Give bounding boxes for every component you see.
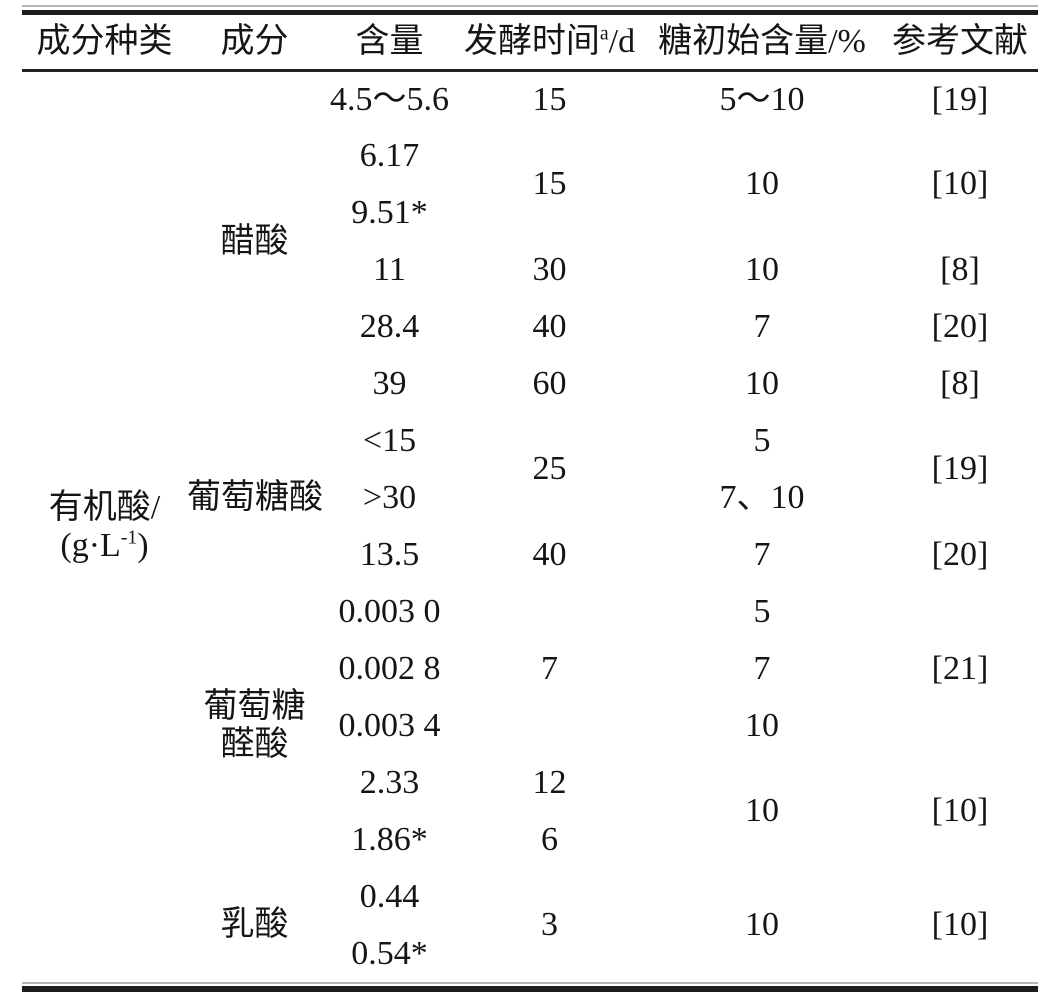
cell-reference: [21]: [931, 649, 989, 687]
cell-content: 13.5: [359, 535, 420, 573]
category-name: 有机酸/: [48, 489, 161, 527]
header-fermentation-time-footnote-marker: a: [599, 22, 609, 45]
cell-sugar: 5: [753, 421, 771, 459]
table-row: 9.51*: [22, 184, 1038, 241]
table-row: 0.003 4 10: [22, 697, 1038, 754]
composition-table: 成分种类 成分 含量 发酵时间a/d 糖初始含量/% 参考文献 有机酸/(g·L…: [22, 0, 1038, 992]
cell-component-acetic-acid: 醋酸: [220, 223, 289, 261]
table-row: >30 7、10: [22, 469, 1038, 526]
table-row: 葡萄糖酸 <15 25 5 [19]: [22, 412, 1038, 516]
category-unit-close: ): [137, 526, 149, 564]
cell-sugar: 5: [753, 592, 771, 630]
table-row: 6.17 15 10 [10]: [22, 127, 1038, 203]
header-reference: 参考文献: [892, 23, 1028, 61]
category-unit: (g·L: [60, 526, 121, 564]
cell-sugar: 10: [745, 250, 779, 288]
cell-content: 28.4: [359, 307, 420, 345]
table-row: 0.54*: [22, 925, 1038, 982]
category-unit-exponent: -1: [120, 526, 138, 549]
cell-content: >30: [362, 478, 417, 516]
header-fermentation-time-text: 发酵时间: [463, 23, 600, 61]
cell-reference: [10]: [931, 792, 989, 830]
header-fermentation-time: 发酵时间a/d: [457, 15, 642, 70]
table-row: 13.5 40 7 [20]: [22, 526, 1038, 583]
bottom-rule: [22, 986, 1038, 992]
cell-content: 0.44: [359, 877, 420, 915]
cell-sugar: 7、10: [719, 478, 805, 516]
cell-reference: [20]: [931, 307, 989, 345]
cell-reference: [8]: [940, 364, 980, 402]
cell-sugar: 10: [745, 364, 779, 402]
bottom-rule-shadow: [22, 982, 1038, 984]
header-component: 成分: [220, 23, 289, 61]
cell-time: 25: [532, 450, 567, 488]
cell-content: 0.002 8: [338, 649, 441, 687]
cell-time: 3: [541, 906, 558, 944]
table-row: 1.86* 6: [22, 811, 1038, 868]
component-name-line2: 醛酸: [220, 725, 289, 763]
cell-content: 0.003 4: [338, 706, 441, 744]
table-row: 0.002 8 7: [22, 640, 1038, 697]
table-header-row: 成分种类 成分 含量 发酵时间a/d 糖初始含量/% 参考文献: [22, 15, 1038, 70]
cell-content: 0.54*: [351, 934, 428, 972]
table-row: 葡萄糖 醛酸 0.003 0 7 5 [21]: [22, 583, 1038, 763]
cell-time: 60: [532, 364, 567, 402]
cell-category-organic-acid: 有机酸/(g·L-1): [22, 70, 187, 982]
cell-reference: [10]: [931, 906, 989, 944]
cell-sugar: 10: [745, 165, 779, 203]
cell-reference: [10]: [931, 165, 989, 203]
cell-time: 12: [532, 763, 567, 801]
top-rule-shadow: [22, 5, 1038, 7]
cell-content: 9.51*: [351, 193, 428, 231]
cell-component-gluconic-acid: 葡萄糖酸: [187, 478, 323, 516]
header-component-category: 成分种类: [36, 23, 173, 61]
top-rule: [22, 10, 1038, 15]
cell-component-glucuronic-acid: 葡萄糖 醛酸: [187, 583, 322, 868]
cell-sugar: 10: [745, 906, 779, 944]
cell-time: 40: [532, 535, 567, 573]
table-row: 11 30 10 [8]: [22, 241, 1038, 298]
header-initial-sugar: 糖初始含量/%: [658, 23, 866, 61]
table-body: 有机酸/(g·L-1) 醋酸 4.5～5.6 15 5～10 [19] 6.17…: [22, 70, 1038, 982]
table-row: 有机酸/(g·L-1) 醋酸 4.5～5.6 15 5～10 [19]: [22, 70, 1038, 564]
cell-reference: [19]: [931, 450, 989, 488]
cell-sugar: 10: [745, 706, 779, 744]
cell-content: 4.5～5.6: [330, 80, 449, 118]
cell-reference: [20]: [931, 535, 989, 573]
cell-time: 15: [532, 165, 567, 203]
cell-content: 6.17: [359, 136, 420, 174]
cell-sugar: 7: [753, 307, 771, 345]
table-row: 2.33 12 10 [10]: [22, 754, 1038, 830]
cell-reference: [19]: [931, 80, 989, 118]
data-table: 成分种类 成分 含量 发酵时间a/d 糖初始含量/% 参考文献 有机酸/(g·L…: [22, 15, 1038, 982]
cell-content: 0.003 0: [338, 592, 441, 630]
header-fermentation-time-unit: /d: [608, 23, 636, 61]
cell-time: 15: [532, 80, 567, 118]
cell-time: 6: [541, 820, 558, 858]
cell-content: 1.86*: [351, 820, 428, 858]
cell-time: 7: [541, 649, 558, 687]
table-row: 28.4 40 7 [20]: [22, 298, 1038, 355]
cell-content: 39: [372, 364, 407, 402]
cell-component-lactic-acid: 乳酸: [220, 906, 289, 944]
cell-reference: [8]: [940, 250, 980, 288]
component-name-line1: 葡萄糖: [203, 688, 306, 726]
cell-time: 30: [532, 250, 567, 288]
cell-sugar: 7: [753, 649, 771, 687]
cell-sugar: 7: [753, 535, 771, 573]
header-content: 含量: [355, 23, 424, 61]
cell-content: 11: [373, 250, 406, 288]
cell-content: <15: [362, 421, 417, 459]
table-row: 乳酸 0.44 3 10 [10]: [22, 868, 1038, 944]
cell-content: 2.33: [359, 763, 420, 801]
cell-sugar: 10: [745, 792, 779, 830]
cell-sugar: 5～10: [719, 80, 805, 118]
cell-time: 40: [532, 307, 567, 345]
table-row: 39 60 10 [8]: [22, 355, 1038, 412]
